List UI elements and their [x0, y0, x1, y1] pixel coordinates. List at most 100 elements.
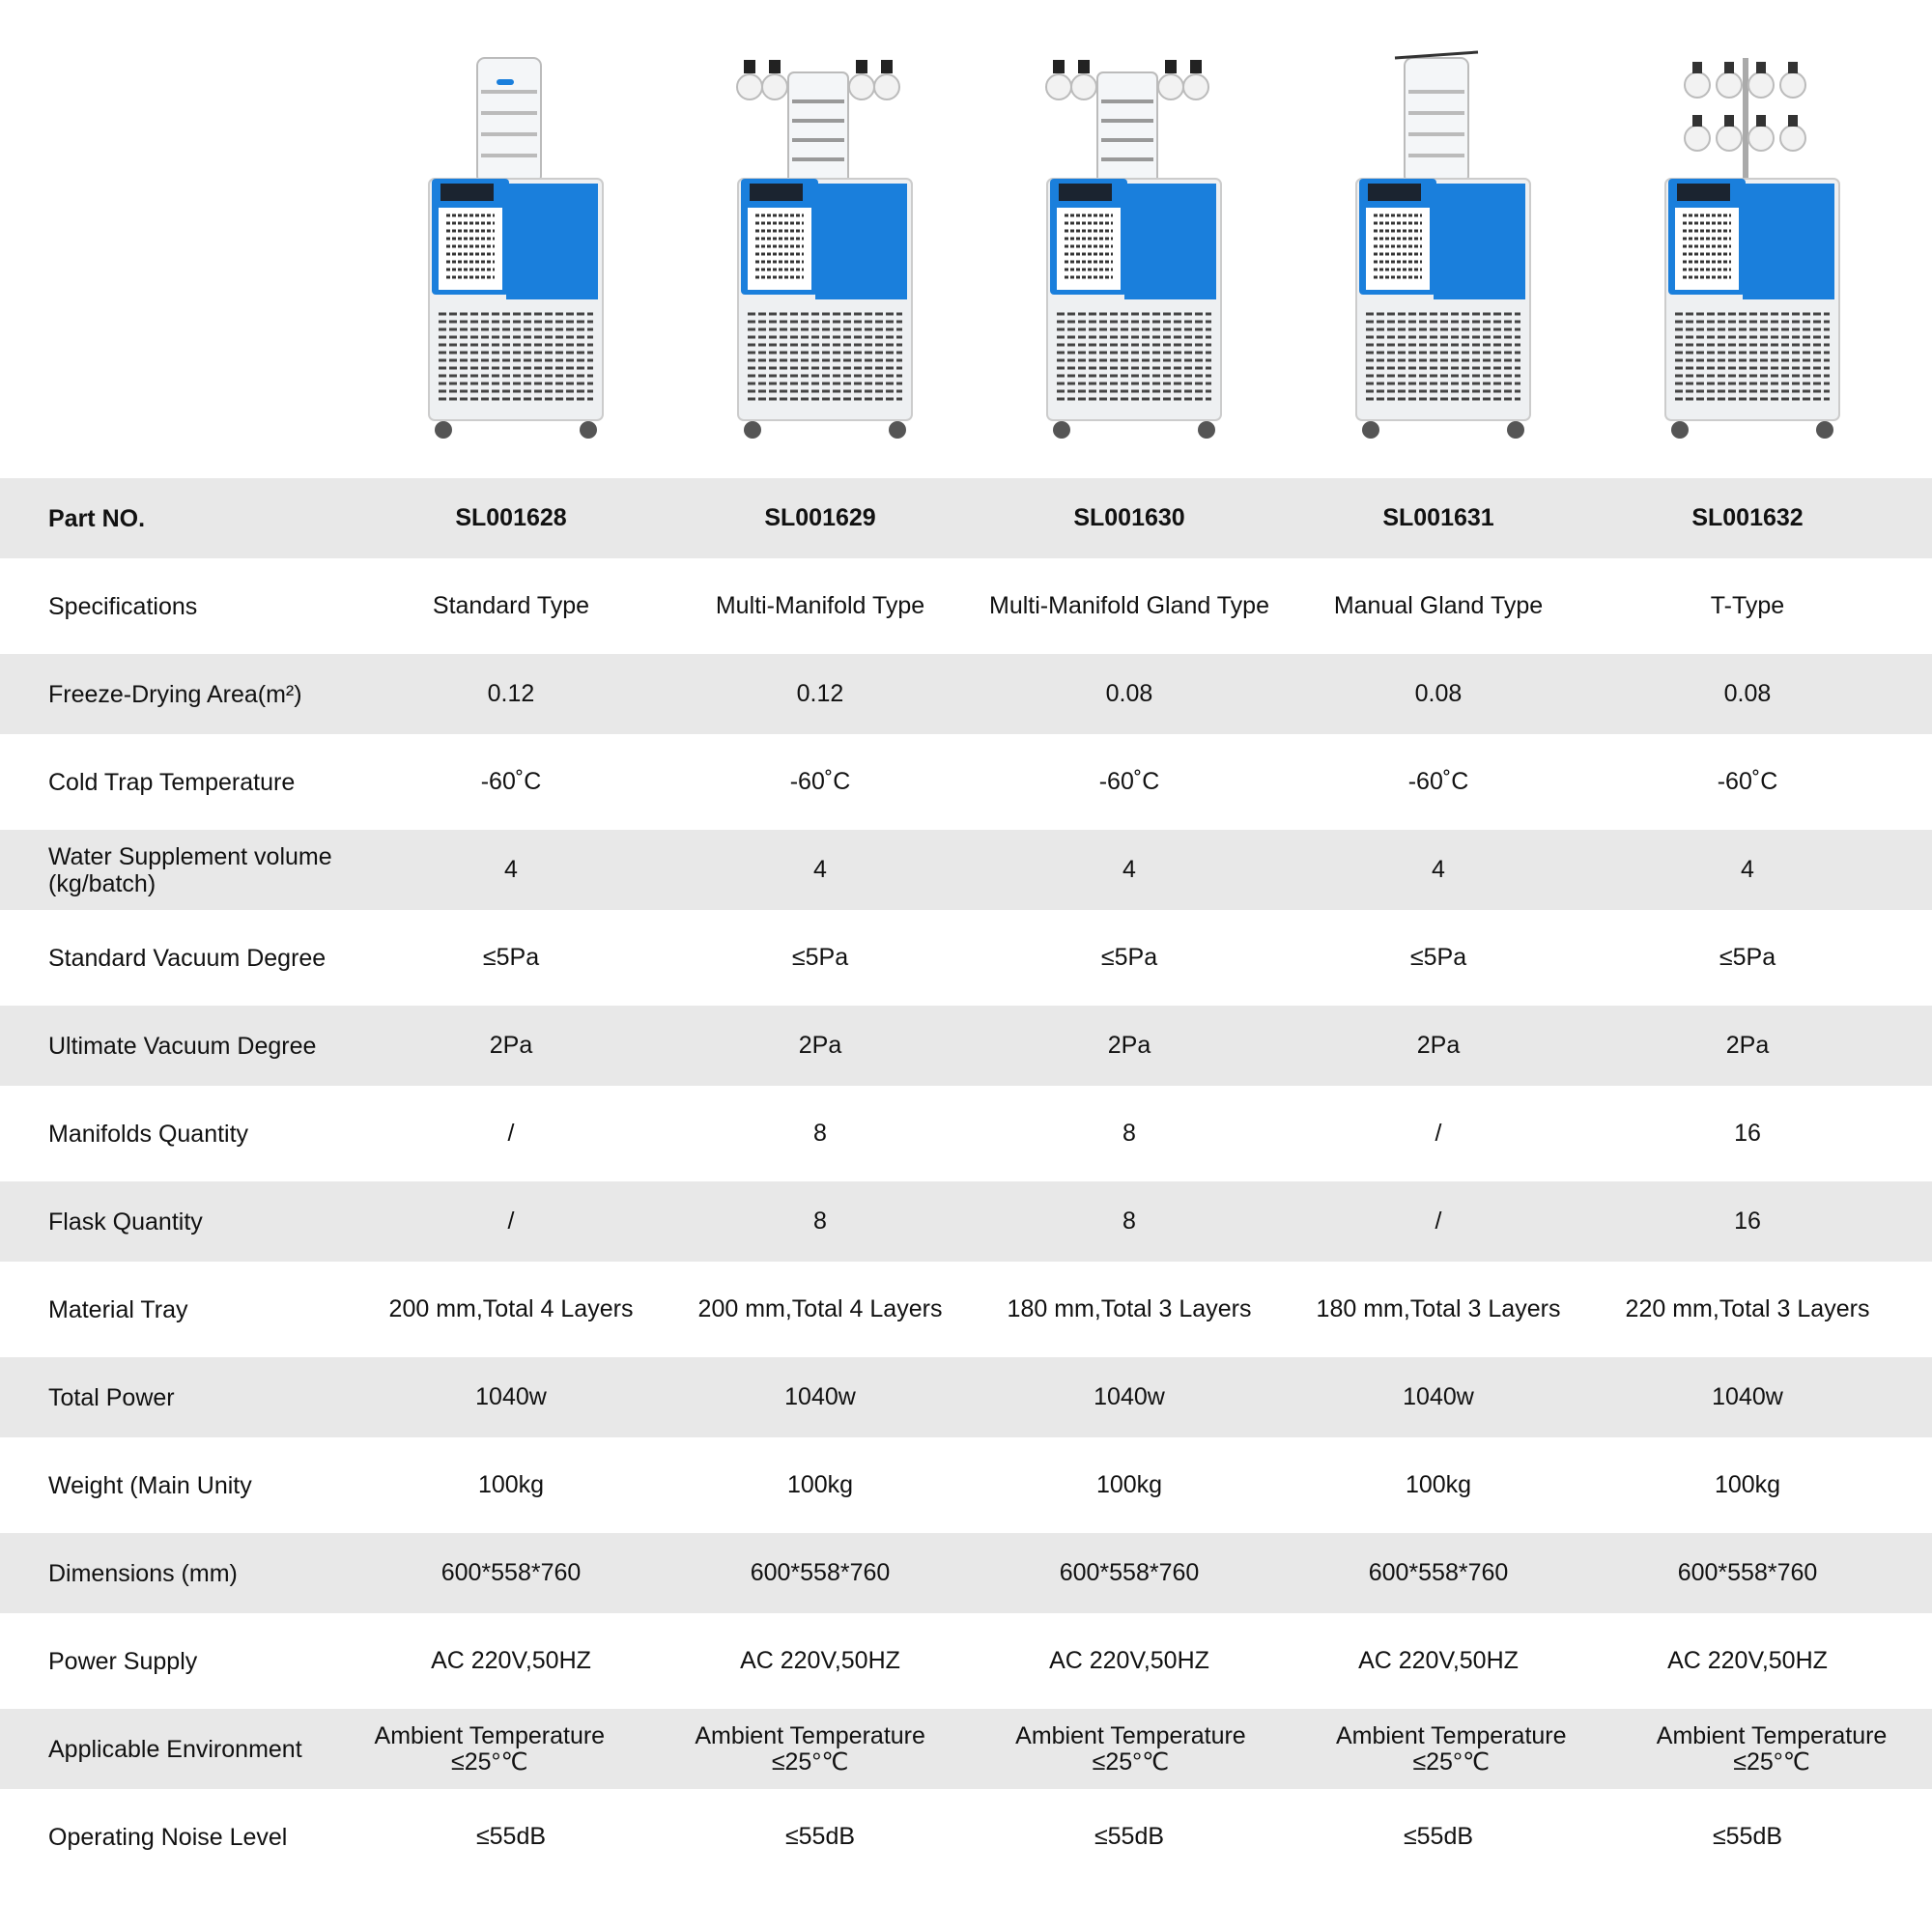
table-cell: Ambient Temperature ≤25°℃ — [695, 1721, 925, 1776]
table-row: Freeze-Drying Area(m²) 0.12 0.12 0.08 0.08 0.… — [0, 654, 1932, 734]
table-cell: / — [1435, 1120, 1442, 1147]
header-label: Part NO. — [48, 504, 146, 532]
table-cell: 1040w — [475, 1383, 547, 1410]
table-row: Power Supply AC 220V,50HZ AC 220V,50HZ AC 2… — [0, 1613, 1932, 1709]
table-row: Specifications Standard Type Multi-Manifol… — [0, 558, 1932, 654]
part-number: SL001629 — [764, 504, 876, 531]
table-cell: -60˚C — [1407, 768, 1469, 795]
part-number: SL001630 — [1073, 504, 1185, 531]
table-cell: 4 — [504, 856, 518, 883]
table-cell: 0.08 — [1105, 680, 1153, 707]
table-cell: 8 — [813, 1120, 827, 1147]
table-cell: ≤55dB — [1094, 1823, 1165, 1850]
table-cell: 4 — [1741, 856, 1754, 883]
product-images — [0, 0, 1932, 478]
table-cell: ≤5Pa — [1100, 944, 1158, 971]
table-cell: T-Type — [1710, 592, 1785, 619]
table-cell: Standard Type — [432, 592, 590, 619]
table-row: Ultimate Vacuum Degree 2Pa 2Pa 2Pa 2Pa 2Pa — [0, 1006, 1932, 1086]
table-cell: Ambient Temperature ≤25°℃ — [1015, 1721, 1246, 1776]
table-row: Operating Noise Level ≤55dB ≤55dB ≤55dB ≤55d… — [0, 1789, 1932, 1885]
table-cell: 200 mm,Total 4 Layers — [697, 1295, 943, 1322]
row-label: Power Supply — [48, 1647, 198, 1675]
table-cell: 600*558*760 — [1677, 1559, 1818, 1586]
table-cell: ≤5Pa — [1409, 944, 1467, 971]
standard-type-freeze-dryer-image — [356, 39, 666, 444]
table-row: Manifolds Quantity / 8 8 / 16 — [0, 1086, 1932, 1181]
table-cell: Ambient Temperature ≤25°℃ — [1335, 1721, 1567, 1776]
table-cell: 0.08 — [1723, 680, 1772, 707]
table-row: Total Power 1040w 1040w 1040w 1040w 1040w — [0, 1357, 1932, 1437]
table-row: Applicable Environment Ambient Temperatur… — [0, 1709, 1932, 1789]
table-cell: ≤5Pa — [482, 944, 540, 971]
table-cell: 100kg — [477, 1471, 545, 1498]
table-cell: 220 mm,Total 3 Layers — [1625, 1295, 1870, 1322]
row-label: Operating Noise Level — [48, 1823, 288, 1851]
table-cell: 180 mm,Total 3 Layers — [1007, 1295, 1252, 1322]
row-label: Ultimate Vacuum Degree — [48, 1032, 317, 1060]
table-cell: -60˚C — [1098, 768, 1160, 795]
row-label: Total Power — [48, 1383, 175, 1411]
table-cell: 180 mm,Total 3 Layers — [1316, 1295, 1561, 1322]
table-cell: 0.08 — [1414, 680, 1463, 707]
table-cell: Multi-Manifold Gland Type — [989, 592, 1269, 619]
table-cell: 2Pa — [1725, 1032, 1770, 1059]
table-cell: 600*558*760 — [1368, 1559, 1509, 1586]
part-number: SL001632 — [1691, 504, 1804, 531]
table-cell: 8 — [813, 1208, 827, 1235]
row-label: Material Tray — [48, 1295, 188, 1323]
table-cell: -60˚C — [480, 768, 542, 795]
table-cell: 2Pa — [489, 1032, 533, 1059]
row-label: Dimensions (mm) — [48, 1559, 238, 1587]
table-cell: 4 — [1122, 856, 1136, 883]
manual-gland-type-freeze-dryer-image — [1284, 39, 1593, 444]
row-label: Water Supplement volume (kg/batch) — [48, 842, 332, 897]
part-number: SL001631 — [1382, 504, 1494, 531]
table-cell: 2Pa — [1416, 1032, 1461, 1059]
row-label: Standard Vacuum Degree — [48, 944, 327, 972]
table-cell: Ambient Temperature ≤25°℃ — [1656, 1721, 1888, 1776]
table-cell: 100kg — [1405, 1471, 1472, 1498]
table-cell: 1040w — [784, 1383, 856, 1410]
table-cell: Multi-Manifold Type — [715, 592, 925, 619]
table-row: Dimensions (mm) 600*558*760 600*558*760 600… — [0, 1533, 1932, 1613]
table-cell: / — [507, 1120, 515, 1147]
row-label: Weight (Main Unity — [48, 1471, 252, 1499]
table-cell: 600*558*760 — [1059, 1559, 1200, 1586]
multi-manifold-type-freeze-dryer-image — [666, 39, 975, 444]
table-cell: ≤55dB — [784, 1823, 856, 1850]
table-cell: ≤55dB — [475, 1823, 547, 1850]
table-row: Weight (Main Unity 100kg 100kg 100kg 100kg 10… — [0, 1437, 1932, 1533]
table-cell: 600*558*760 — [440, 1559, 582, 1586]
table-cell: 600*558*760 — [750, 1559, 891, 1586]
table-cell: 4 — [1432, 856, 1445, 883]
part-number: SL001628 — [455, 504, 567, 531]
table-cell: ≤55dB — [1403, 1823, 1474, 1850]
table-row: Standard Vacuum Degree ≤5Pa ≤5Pa ≤5Pa ≤5Pa ≤5… — [0, 910, 1932, 1006]
row-label: Cold Trap Temperature — [48, 768, 296, 796]
table-cell: 100kg — [786, 1471, 854, 1498]
table-cell: 2Pa — [798, 1032, 842, 1059]
table-cell: AC 220V,50HZ — [1049, 1647, 1209, 1674]
table-cell: 8 — [1122, 1120, 1136, 1147]
row-label: Applicable Environment — [48, 1735, 302, 1763]
row-label: Specifications — [48, 592, 198, 620]
spec-table: Part NO. SL001628 SL001629 SL001630 SL00… — [0, 478, 1932, 1885]
table-cell: 100kg — [1714, 1471, 1781, 1498]
table-cell: AC 220V,50HZ — [740, 1647, 900, 1674]
table-cell: 8 — [1122, 1208, 1136, 1235]
table-cell: Manual Gland Type — [1333, 592, 1544, 619]
table-cell: AC 220V,50HZ — [1358, 1647, 1519, 1674]
table-row: Material Tray 200 mm,Total 4 Layers 200 mm… — [0, 1262, 1932, 1357]
table-cell: 1040w — [1094, 1383, 1165, 1410]
table-cell: 1040w — [1403, 1383, 1474, 1410]
table-cell: 2Pa — [1107, 1032, 1151, 1059]
table-cell: ≤55dB — [1712, 1823, 1783, 1850]
table-cell: 16 — [1734, 1208, 1761, 1235]
table-cell: 16 — [1734, 1120, 1761, 1147]
row-label: Flask Quantity — [48, 1208, 203, 1236]
table-cell: 0.12 — [796, 680, 844, 707]
table-cell: -60˚C — [789, 768, 851, 795]
table-header-row: Part NO. SL001628 SL001629 SL001630 SL00… — [0, 478, 1932, 558]
table-cell: / — [1435, 1208, 1442, 1235]
